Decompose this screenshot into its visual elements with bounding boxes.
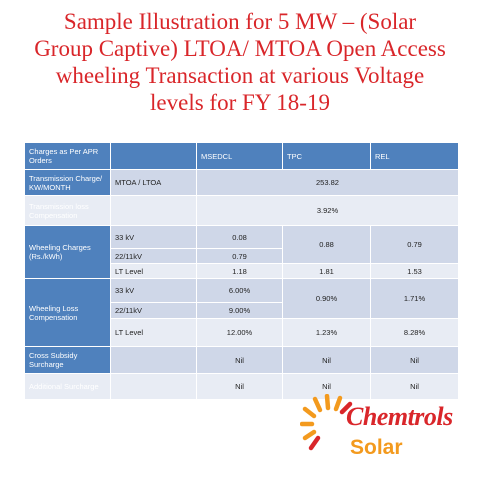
additional-msedcl: Nil	[196, 373, 283, 400]
wc-tpc-hv: 0.88	[282, 225, 371, 264]
wl-level-lt: LT Level	[110, 318, 197, 347]
table-cell-blank	[110, 373, 197, 400]
transmission-loss-value: 3.92%	[196, 195, 459, 226]
table-row: Cross Subsidy Surcharge Nil Nil Nil	[24, 346, 459, 374]
table-cell-blank	[110, 195, 197, 226]
table-row: Additional Surcharge Nil Nil Nil	[24, 373, 459, 400]
header-rel: REL	[370, 142, 459, 170]
wl-rel-hv: 1.71%	[370, 278, 459, 319]
cross-subsidy-tpc: Nil	[282, 346, 371, 374]
title-line-2: Group Captive) LTOA/ MTOA Open Access	[34, 36, 446, 61]
wl-tpc-lt: 1.23%	[282, 318, 371, 347]
sun-icon	[300, 394, 353, 451]
wl-msedcl-lt: 12.00%	[196, 318, 283, 347]
wc-level-lt: LT Level	[110, 263, 197, 279]
wl-msedcl-22kv: 9.00%	[196, 302, 283, 319]
transmission-charge-value: 253.82	[196, 169, 459, 196]
wc-rel-lt: 1.53	[370, 263, 459, 279]
wc-msedcl-33kv: 0.08	[196, 225, 283, 249]
table-row: LT Level 12.00% 1.23% 8.28%	[25, 318, 459, 347]
wheeling-charges-label: Wheeling Charges (Rs./kWh)	[24, 225, 111, 279]
title-line-1: Sample Illustration for 5 MW – (Solar	[63, 9, 417, 34]
header-tpc: TPC	[282, 142, 371, 170]
table-header-row: Charges as Per APR Orders MSEDCL TPC REL	[24, 142, 459, 170]
logo-brand-text: Chemtrols	[346, 402, 453, 431]
page-title: Sample Illustration for 5 MW – (Solar Gr…	[0, 8, 480, 116]
wc-level-22kv: 22/11kV	[110, 248, 197, 264]
transmission-charge-sub: MTOA / LTOA	[110, 169, 197, 196]
cross-subsidy-msedcl: Nil	[196, 346, 283, 374]
wl-tpc-hv: 0.90%	[282, 278, 371, 319]
charges-table: Charges as Per APR Orders MSEDCL TPC REL…	[24, 142, 459, 400]
wl-rel-lt: 8.28%	[370, 318, 459, 347]
additional-tpc: Nil	[282, 373, 371, 400]
table-row: Wheeling Loss Compensation 33 kV 6.00% 0…	[24, 278, 459, 347]
wl-level-33kv: 33 kV	[110, 278, 197, 303]
wc-rel-hv: 0.79	[370, 225, 459, 264]
transmission-charge-label: Transmission Charge/ KW/MONTH	[24, 169, 111, 196]
cross-subsidy-label: Cross Subsidy Surcharge	[24, 346, 111, 374]
table-row: Transmission Charge/ KW/MONTH MTOA / LTO…	[24, 169, 459, 196]
header-msedcl: MSEDCL	[196, 142, 283, 170]
wc-msedcl-lt: 1.18	[196, 263, 283, 279]
table-row: 22/11kV 9.00%	[25, 302, 459, 319]
cross-subsidy-rel: Nil	[370, 346, 459, 374]
wheeling-loss-label: Wheeling Loss Compensation	[24, 278, 111, 347]
header-blank	[110, 142, 197, 170]
title-line-3: wheeling Transaction at various Voltage	[55, 63, 425, 88]
table-row: Wheeling Charges (Rs./kWh) 33 kV 0.08 0.…	[24, 225, 459, 279]
wl-msedcl-33kv: 6.00%	[196, 278, 283, 303]
additional-surcharge-label: Additional Surcharge	[24, 373, 111, 400]
table-row: Transmission loss Compensation 3.92%	[24, 195, 459, 226]
logo-sub-text: Solar	[350, 436, 403, 459]
wl-level-22kv: 22/11kV	[110, 302, 197, 319]
transmission-loss-label: Transmission loss Compensation	[24, 195, 111, 226]
title-line-4: levels for FY 18-19	[150, 90, 330, 115]
additional-rel: Nil	[370, 373, 459, 400]
wc-tpc-lt: 1.81	[282, 263, 371, 279]
chemtrols-solar-logo: Chemtrols Solar	[300, 394, 470, 474]
header-charges: Charges as Per APR Orders	[24, 142, 111, 170]
wc-level-33kv: 33 kV	[110, 225, 197, 249]
table-row: 22/11kV 0.79	[25, 248, 459, 264]
wc-msedcl-22kv: 0.79	[196, 248, 283, 264]
table-cell-blank	[110, 346, 197, 374]
